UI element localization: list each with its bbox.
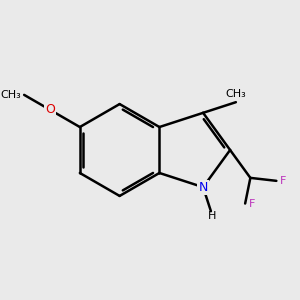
Text: O: O: [45, 103, 55, 116]
Text: F: F: [280, 176, 286, 186]
Text: F: F: [249, 199, 255, 208]
Text: CH₃: CH₃: [226, 89, 246, 99]
Text: H: H: [208, 211, 217, 221]
Text: N: N: [198, 181, 208, 194]
Text: CH₃: CH₃: [1, 90, 21, 100]
